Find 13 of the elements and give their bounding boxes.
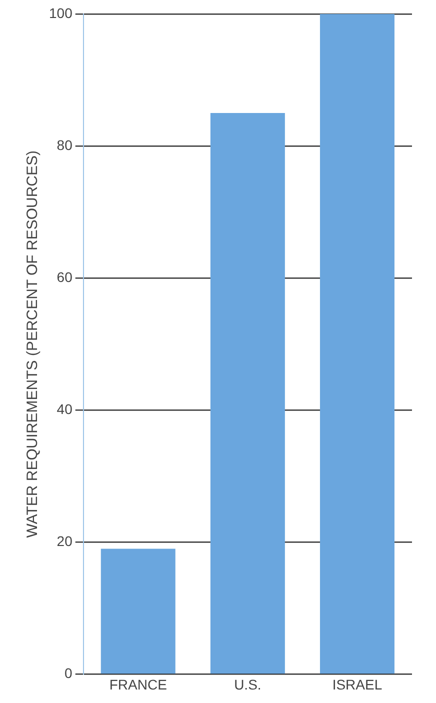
y-tick-label: 20 [56, 533, 73, 550]
y-tick-label: 0 [64, 665, 73, 682]
bar [210, 113, 285, 674]
y-tick-label: 60 [56, 268, 73, 285]
x-tick-label: ISRAEL [332, 676, 382, 692]
y-tick-label: 100 [49, 4, 73, 21]
y-tick-label: 40 [56, 400, 73, 417]
y-axis-title: WATER REQUIREMENTS (PERCENT OF RESOURCES) [24, 150, 42, 538]
x-tick-label: U.S. [234, 676, 262, 692]
bar [100, 548, 176, 674]
y-tick-label: 80 [56, 136, 73, 153]
x-tick-label: FRANCE [109, 676, 167, 692]
bar [320, 14, 394, 674]
